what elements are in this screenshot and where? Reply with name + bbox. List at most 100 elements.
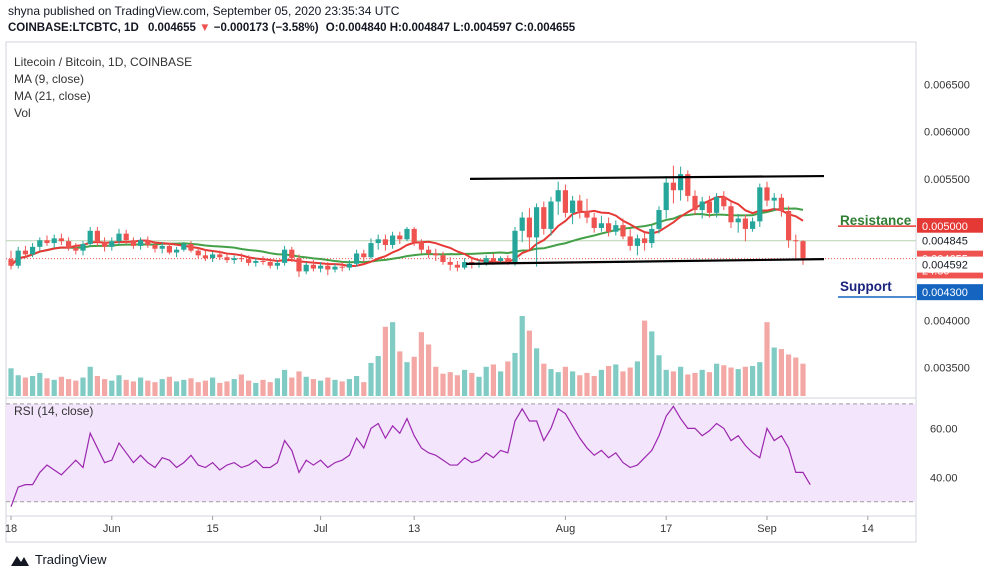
candle-body	[786, 210, 792, 241]
x-tick-label: Jun	[103, 523, 121, 535]
candle-body	[426, 249, 432, 254]
volume-bar	[73, 380, 79, 396]
symbol-name[interactable]: COINBASE:LTCBTC, 1D	[8, 22, 139, 34]
open-value: O:0.004840	[325, 22, 387, 34]
candle-body	[620, 225, 626, 237]
candle-body	[670, 182, 676, 191]
candle-body	[447, 261, 453, 265]
candle-body	[87, 230, 93, 245]
candle-body	[735, 218, 741, 223]
candle-body	[224, 257, 230, 261]
candle-body	[166, 245, 172, 253]
volume-bar	[375, 356, 381, 396]
candle-body	[73, 247, 79, 251]
candle-body	[116, 233, 122, 242]
legend-title[interactable]: Litecoin / Bitcoin, 1D, COINBASE	[14, 55, 193, 69]
candle-body	[663, 182, 669, 211]
candle-body	[217, 254, 223, 258]
candle-body	[627, 236, 633, 246]
candle-body	[742, 218, 748, 229]
candle-body	[339, 266, 345, 268]
volume-bar	[678, 366, 684, 396]
price-badge	[917, 232, 983, 249]
candle-body	[145, 240, 151, 245]
candle-body	[382, 239, 388, 245]
legend-vol[interactable]: Vol	[14, 106, 31, 120]
candle-body	[778, 197, 784, 211]
channel-lower-line	[465, 258, 825, 265]
candle-body	[498, 258, 504, 262]
volume-bar	[613, 364, 619, 396]
candle-body	[354, 253, 360, 264]
volume-bar	[130, 381, 136, 396]
candle-body	[678, 174, 684, 191]
volume-bar	[44, 378, 50, 396]
support-label: Support	[840, 279, 892, 294]
volume-bar	[800, 363, 806, 396]
volume-bar	[519, 316, 525, 396]
rsi-band	[6, 403, 916, 502]
volume-bar	[267, 382, 273, 396]
candle-body	[519, 217, 525, 231]
candle-body	[260, 261, 266, 263]
candle-body	[685, 174, 691, 196]
volume-bar	[742, 366, 748, 396]
candle-body	[800, 241, 806, 259]
volume-bar	[591, 376, 597, 396]
volume-bar	[584, 372, 590, 396]
candle-body	[181, 244, 187, 250]
volume-bar	[750, 366, 756, 396]
volume-bar	[346, 379, 352, 396]
candle-body	[195, 250, 201, 256]
candle-body	[267, 261, 273, 266]
volume-bar	[411, 356, 417, 396]
candle-body	[433, 253, 439, 256]
resistance-label: Resistance	[840, 213, 912, 228]
volume-bar	[462, 369, 468, 396]
candle-body	[238, 258, 244, 260]
volume-bar	[634, 361, 640, 396]
volume-bar	[332, 379, 338, 396]
candle-body	[310, 264, 316, 269]
volume-bar	[483, 366, 489, 396]
candle-body	[289, 249, 295, 259]
rsi-legend[interactable]: RSI (14, close)	[14, 404, 94, 418]
volume-bar	[498, 371, 504, 396]
volume-bar	[368, 362, 374, 396]
candle-body	[66, 241, 72, 248]
volume-bar	[145, 380, 151, 396]
candle-body	[231, 258, 237, 261]
volume-bar	[692, 372, 698, 396]
price-badge-label: 0.005000	[922, 221, 968, 233]
volume-bar	[476, 376, 482, 396]
candle-body	[606, 223, 612, 232]
volume-bar	[426, 344, 432, 396]
tradingview-logo[interactable]: TradingView	[10, 552, 107, 567]
candle-body	[562, 190, 568, 213]
x-tick-label: 14	[862, 523, 874, 535]
candle-body	[541, 207, 547, 229]
volume-bar	[282, 369, 288, 396]
volume-bar	[404, 362, 410, 396]
volume-bar	[253, 382, 259, 396]
candle-body	[706, 201, 712, 213]
candle-body	[418, 242, 424, 250]
volume-bar	[30, 376, 36, 396]
candle-body	[51, 238, 57, 244]
candle-body	[534, 207, 540, 238]
candle-body	[375, 239, 381, 244]
volume-bar	[138, 377, 144, 396]
volume-bar	[512, 352, 518, 396]
volume-bar	[159, 379, 165, 396]
volume-bar	[397, 351, 403, 396]
close-value: C:0.004655	[515, 22, 576, 34]
legend-ma9[interactable]: MA (9, close)	[14, 72, 85, 86]
volume-bar	[15, 375, 21, 396]
candle-body	[656, 210, 662, 229]
legend-ma21[interactable]: MA (21, close)	[14, 89, 91, 103]
symbol-ohlc-bar: COINBASE:LTCBTC, 1D 0.004655 ▼ −0.000173…	[8, 22, 575, 34]
candle-body	[80, 244, 86, 251]
candle-body	[282, 249, 288, 263]
candle-body	[591, 217, 597, 228]
